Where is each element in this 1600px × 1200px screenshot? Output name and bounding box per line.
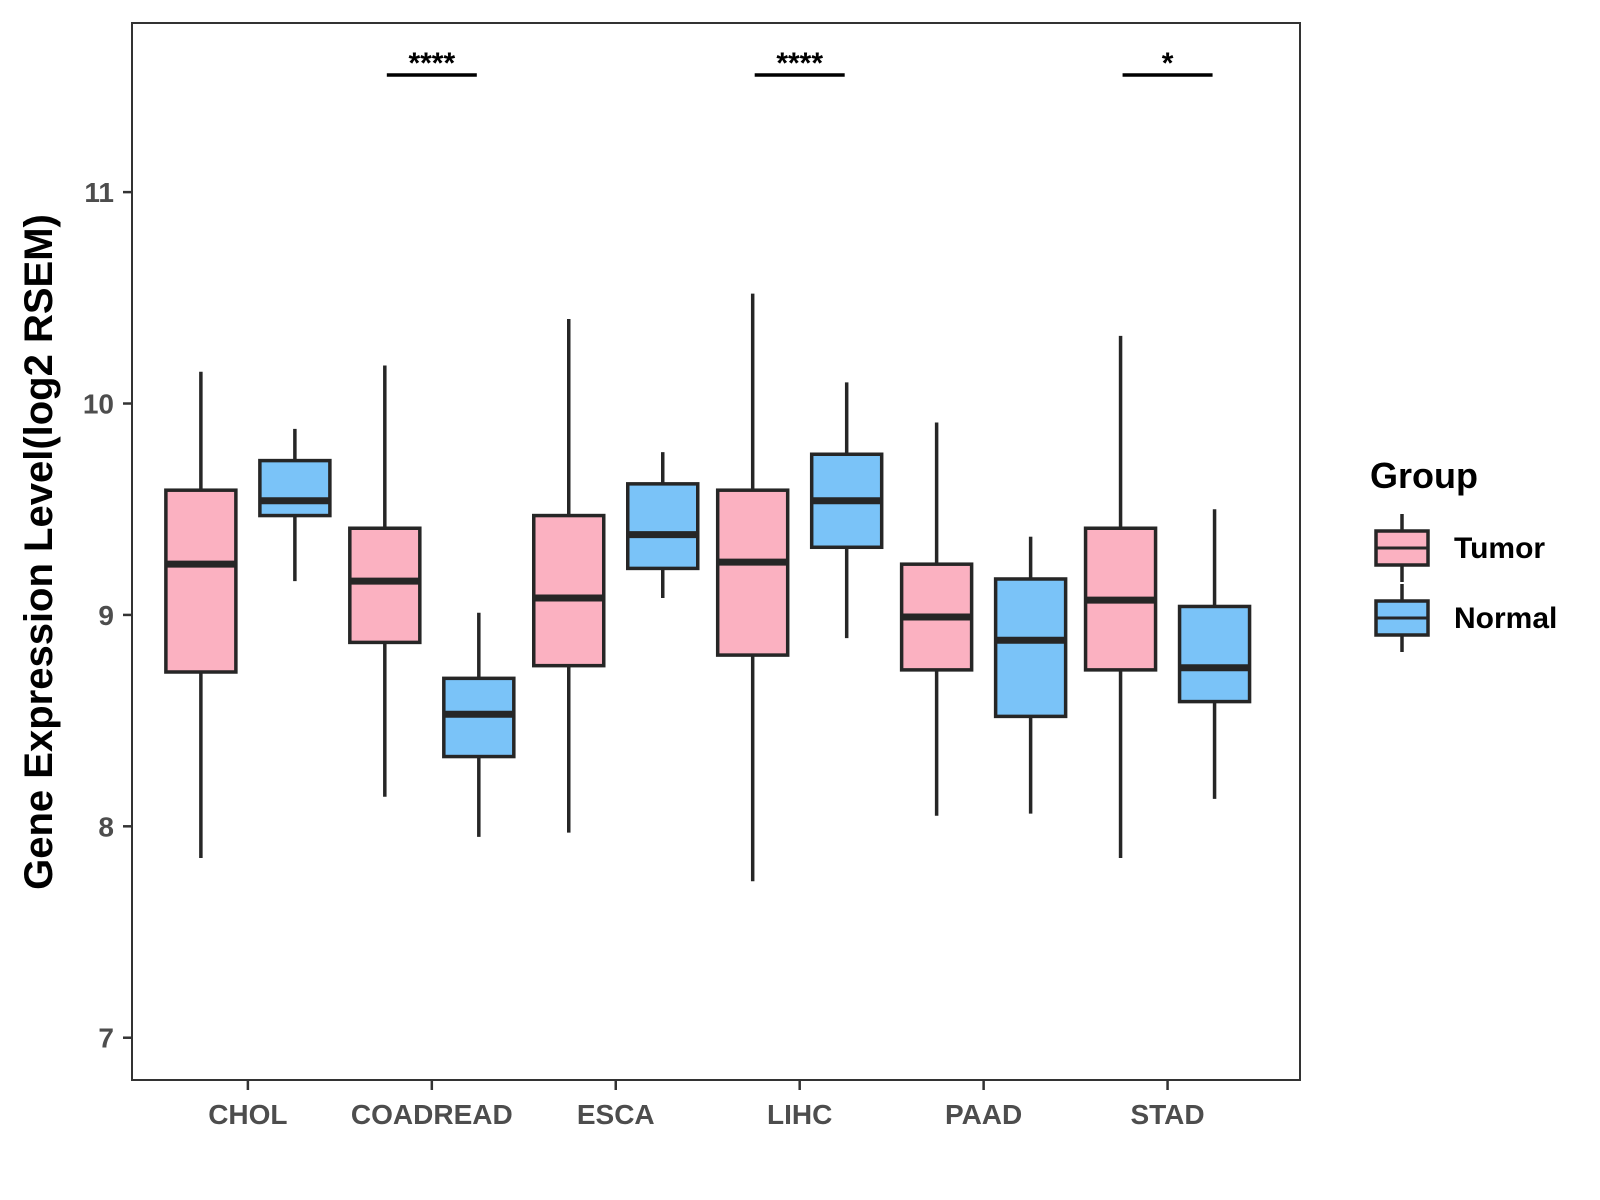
box-body [164,488,238,674]
legend-key-normal [1374,584,1430,652]
y-tick-label: 10 [83,389,114,420]
box-body [993,577,1068,719]
significance-label: **** [408,47,455,80]
box-tumor-coadread [348,365,422,797]
x-tick-label: ESCA [577,1099,655,1130]
y-tick-label: 11 [84,177,114,208]
x-tick-label: STAD [1130,1099,1204,1130]
box-normal-esca [626,452,700,599]
box-body [258,458,332,518]
box-normal-paad [993,536,1068,814]
box-body [715,488,790,657]
x-tick-label: LIHC [767,1099,832,1130]
box-body [348,526,422,645]
box-body [532,513,606,668]
significance-label: **** [776,47,823,80]
box-normal-coadread [442,612,516,837]
y-tick-label: 9 [98,600,114,631]
box-tumor-esca [532,318,606,833]
y-axis-title: Gene Expression Level(log2 RSEM) [17,214,61,890]
box-tumor-chol [164,371,238,859]
box-normal-stad [1177,509,1252,799]
significance-label: * [1162,47,1174,80]
box-tumor-lihc [715,293,790,882]
x-tick-label: CHOL [208,1099,287,1130]
legend-label-normal: Normal [1454,602,1557,635]
panel-border [131,22,1301,1081]
box-tumor-stad [1083,335,1158,859]
x-tick-label: COADREAD [351,1099,513,1130]
y-tick-label: 7 [98,1023,114,1054]
box-body [1177,604,1252,704]
legend-label-tumor: Tumor [1454,532,1545,565]
box-tumor-paad [899,422,974,816]
y-tick-label: 8 [98,811,114,842]
plot-area: **** **** * [164,47,1252,882]
box-normal-lihc [809,382,884,639]
box-body [626,482,700,571]
x-tick-label: PAAD [945,1099,1022,1130]
axes: 7 8 9 10 11 CHOL COADREAD ESCA LIHC PAAD STAD [83,22,1301,1130]
legend-title: Group [1370,455,1478,496]
legend: Group Tumor Normal [1370,455,1557,652]
legend-key-tumor [1374,514,1430,582]
box-normal-chol [258,428,332,582]
